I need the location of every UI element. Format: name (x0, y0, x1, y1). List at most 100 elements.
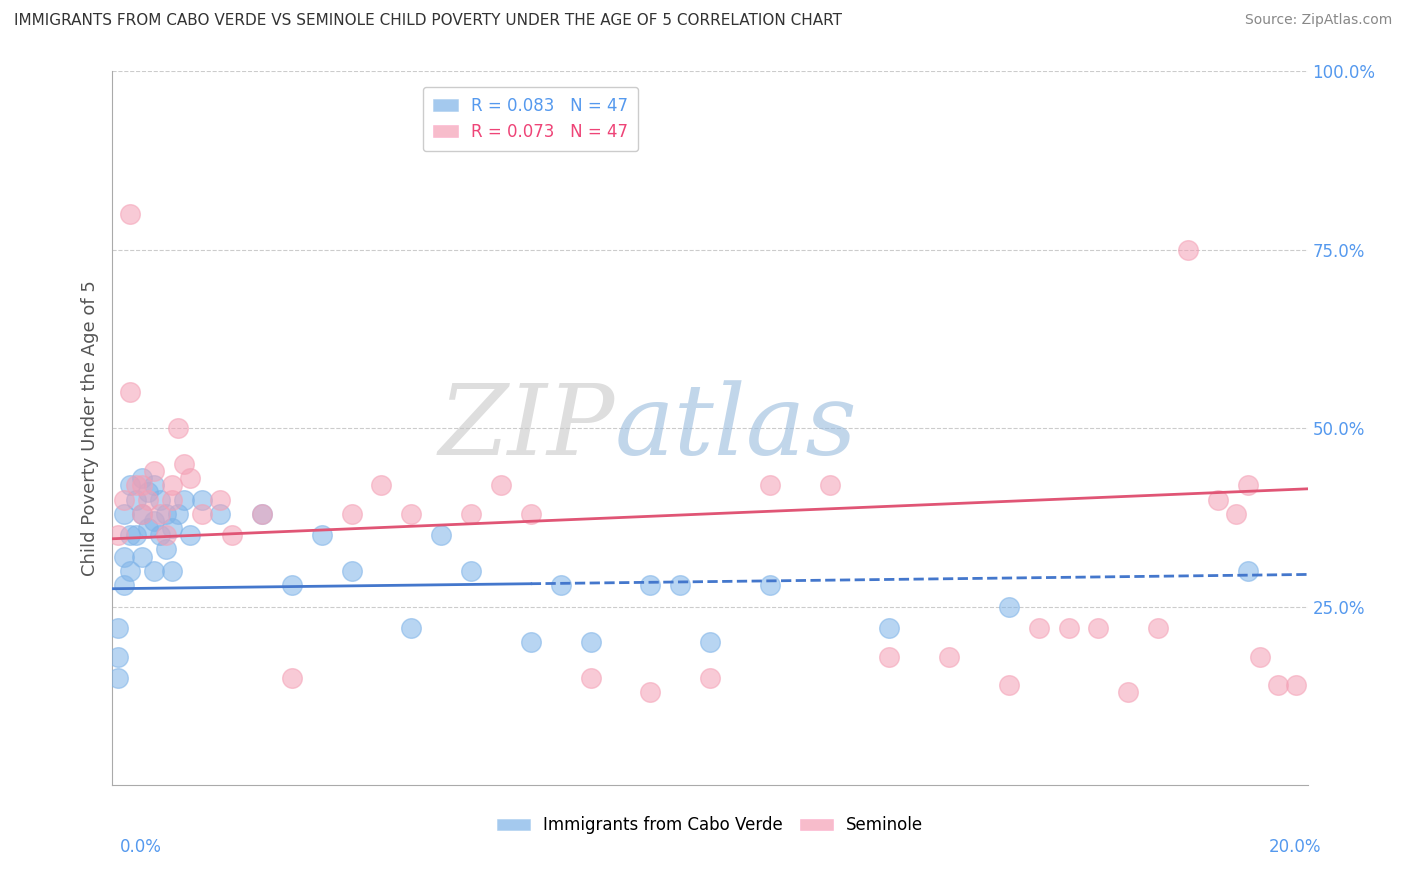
Point (340, 564, 363, 578)
Point (162, 564, 183, 578)
Point (699, 671, 721, 685)
Y-axis label: Child Poverty Under the Age of 5: Child Poverty Under the Age of 5 (80, 280, 98, 576)
Point (209, 507, 232, 521)
Point (1177, 243, 1199, 257)
Point (120, 528, 142, 542)
Point (125, 492, 148, 507)
Point (173, 492, 195, 507)
Point (155, 542, 177, 557)
Point (143, 478, 166, 492)
Point (281, 671, 304, 685)
Point (209, 492, 232, 507)
Point (162, 492, 183, 507)
Point (699, 635, 721, 649)
Text: ZIP: ZIP (439, 381, 614, 475)
Point (149, 528, 172, 542)
Point (520, 635, 543, 649)
Point (179, 528, 201, 542)
Point (1267, 678, 1289, 692)
Point (138, 485, 160, 500)
Point (138, 521, 160, 535)
Point (125, 478, 148, 492)
Point (221, 528, 243, 542)
Point (281, 578, 304, 592)
Point (250, 507, 273, 521)
Point (460, 507, 482, 521)
Point (155, 528, 177, 542)
Point (143, 514, 166, 528)
Point (167, 507, 190, 521)
Point (149, 492, 172, 507)
Point (143, 464, 166, 478)
Point (114, 507, 135, 521)
Point (107, 671, 129, 685)
Text: atlas: atlas (614, 381, 858, 475)
Point (430, 528, 453, 542)
Point (120, 478, 142, 492)
Point (131, 507, 153, 521)
Point (489, 478, 512, 492)
Point (879, 621, 901, 635)
Point (120, 564, 142, 578)
Text: IMMIGRANTS FROM CABO VERDE VS SEMINOLE CHILD POVERTY UNDER THE AGE OF 5 CORRELAT: IMMIGRANTS FROM CABO VERDE VS SEMINOLE C… (14, 13, 842, 29)
Point (311, 528, 333, 542)
Legend: Immigrants from Cabo Verde, Seminole: Immigrants from Cabo Verde, Seminole (489, 810, 931, 841)
Point (1237, 478, 1260, 492)
Point (818, 478, 841, 492)
Point (131, 507, 153, 521)
Point (579, 671, 602, 685)
Point (107, 649, 129, 664)
Point (1206, 492, 1229, 507)
Point (1118, 685, 1140, 699)
Point (1057, 621, 1080, 635)
Point (131, 471, 153, 485)
Point (125, 528, 148, 542)
Point (938, 649, 960, 664)
Point (155, 507, 177, 521)
Text: 20.0%: 20.0% (1270, 838, 1322, 856)
Point (1285, 678, 1308, 692)
Point (759, 478, 782, 492)
Point (1237, 564, 1260, 578)
Point (167, 421, 190, 435)
Point (1028, 621, 1050, 635)
Point (370, 478, 392, 492)
Text: 0.0%: 0.0% (120, 838, 162, 856)
Point (107, 528, 129, 542)
Point (998, 599, 1021, 614)
Point (191, 492, 214, 507)
Point (1087, 621, 1109, 635)
Point (173, 457, 195, 471)
Point (107, 621, 129, 635)
Point (759, 578, 782, 592)
Point (179, 471, 201, 485)
Point (191, 507, 214, 521)
Point (162, 478, 183, 492)
Point (401, 621, 423, 635)
Point (340, 507, 363, 521)
Point (640, 685, 662, 699)
Point (131, 478, 153, 492)
Point (1147, 621, 1170, 635)
Text: Source: ZipAtlas.com: Source: ZipAtlas.com (1244, 13, 1392, 28)
Point (579, 635, 602, 649)
Point (879, 649, 901, 664)
Point (250, 507, 273, 521)
Point (998, 678, 1021, 692)
Point (520, 507, 543, 521)
Point (143, 564, 166, 578)
Point (401, 507, 423, 521)
Point (550, 578, 572, 592)
Point (1249, 649, 1271, 664)
Point (1225, 507, 1247, 521)
Point (138, 492, 160, 507)
Point (120, 385, 142, 400)
Point (120, 207, 142, 221)
Point (460, 564, 482, 578)
Point (114, 492, 135, 507)
Point (162, 521, 183, 535)
Point (131, 549, 153, 564)
Point (669, 578, 692, 592)
Point (640, 578, 662, 592)
Point (114, 578, 135, 592)
